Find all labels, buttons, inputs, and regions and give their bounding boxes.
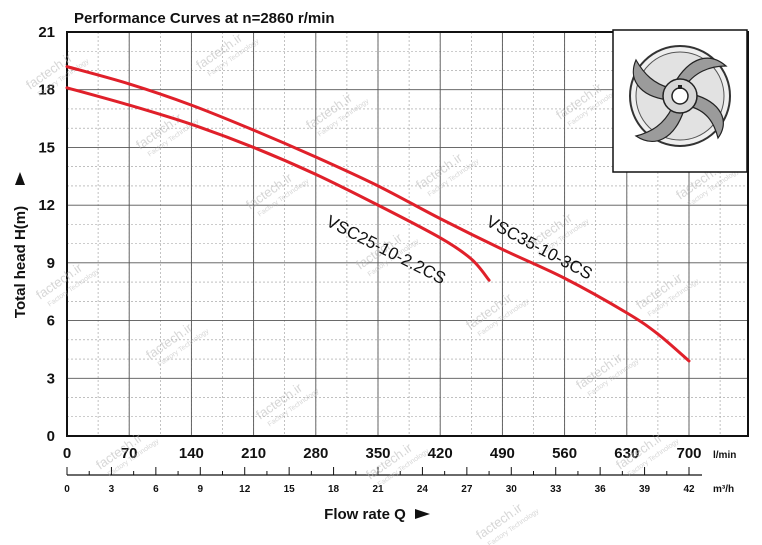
x-tick-label-m3h: 33 — [550, 484, 562, 495]
y-tick-label: 18 — [38, 82, 55, 99]
x-tick-label-lmin: 630 — [614, 445, 639, 462]
x-tick-label-m3h: 18 — [328, 484, 340, 495]
y-axis-label: Total head H(m) — [12, 206, 29, 318]
x-tick-label-lmin: 210 — [241, 445, 266, 462]
x-tick-label-lmin: 350 — [365, 445, 390, 462]
x-tick-label-m3h: 36 — [595, 484, 607, 495]
series-label-vsc25-10-2.2cs: VSC25-10-2.2CS — [323, 212, 449, 289]
x-tick-label-m3h: 21 — [372, 484, 384, 495]
y-axis-arrow-icon — [15, 172, 25, 185]
x-tick-label-lmin: 700 — [676, 445, 701, 462]
y-axis-label-text: Total head H(m) — [12, 206, 29, 318]
x-tick-label-m3h: 6 — [153, 484, 159, 495]
y-tick-label: 21 — [38, 24, 55, 41]
x-unit-primary: l/min — [713, 450, 736, 461]
x-tick-label-m3h: 42 — [683, 484, 695, 495]
x-tick-label-m3h: 12 — [239, 484, 251, 495]
x-tick-label-m3h: 9 — [198, 484, 204, 495]
x-tick-label-lmin: 0 — [63, 445, 71, 462]
x-tick-label-m3h: 24 — [417, 484, 429, 495]
x-tick-label-lmin: 70 — [121, 445, 138, 462]
x-tick-label-lmin: 560 — [552, 445, 577, 462]
y-tick-label: 3 — [47, 370, 55, 387]
plot-frame — [66, 31, 749, 437]
x-tick-label-lmin: 140 — [179, 445, 204, 462]
x-unit-secondary: m³/h — [713, 484, 734, 495]
x-tick-label-lmin: 490 — [490, 445, 515, 462]
x-tick-label-m3h: 3 — [109, 484, 115, 495]
series-line-vsc25-10-2.2cs — [65, 86, 491, 282]
x-tick-label-m3h: 30 — [506, 484, 518, 495]
y-tick-label: 12 — [38, 197, 55, 214]
x-axis-arrow-icon — [415, 509, 430, 519]
x-tick-label-m3h: 27 — [461, 484, 473, 495]
y-tick-label: 15 — [38, 139, 55, 156]
x-tick-label-lmin: 280 — [303, 445, 328, 462]
y-tick-label: 0 — [47, 428, 55, 445]
series-line-vsc35-10-3cs — [65, 65, 691, 363]
x-tick-label-m3h: 0 — [64, 484, 70, 495]
x-tick-label-lmin: 420 — [428, 445, 453, 462]
x-tick-label-m3h: 15 — [284, 484, 296, 495]
x-tick-label-m3h: 39 — [639, 484, 651, 495]
y-tick-label: 9 — [47, 255, 55, 272]
chart-title: Performance Curves at n=2860 r/min — [74, 10, 335, 27]
y-tick-label: 6 — [47, 313, 55, 330]
x-axis-label: Flow rate Q — [324, 506, 406, 523]
impeller-image — [612, 29, 748, 173]
